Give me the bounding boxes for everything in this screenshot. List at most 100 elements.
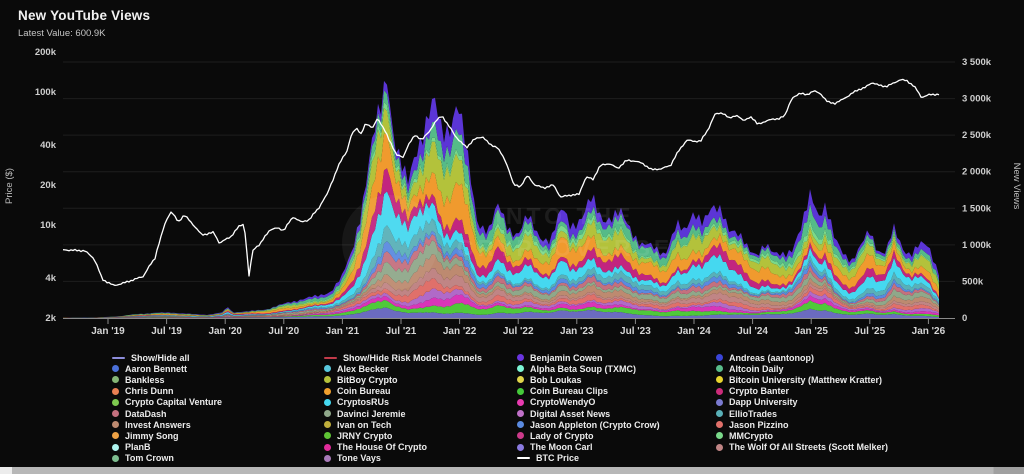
legend-item-invest-answers[interactable]: Invest Answers	[112, 419, 222, 430]
bottom-scrollbar[interactable]	[0, 467, 1024, 474]
legend-item-label: BTC Price	[536, 453, 580, 464]
legend-item-andreas-aantonop[interactable]: Andreas (aantonop)	[716, 352, 888, 363]
legend-item-dapp-university[interactable]: Dapp University	[716, 397, 888, 408]
legend-item-btc-price[interactable]: BTC Price	[517, 453, 660, 464]
legend-item-bankless[interactable]: Bankless	[112, 374, 222, 385]
legend-dot-marker-icon	[716, 354, 723, 362]
legend-dot-marker-icon	[324, 376, 331, 384]
legend-item-alpha-beta-soup-txmc[interactable]: Alpha Beta Soup (TXMC)	[517, 363, 660, 374]
legend-item-label: Lady of Crypto	[530, 430, 594, 441]
legend-column-4: Andreas (aantonop) Altcoin Daily Bitcoin U…	[716, 352, 888, 453]
legend-dot-marker-icon	[112, 387, 119, 395]
legend-item-label: Crypto Banter	[729, 386, 790, 397]
x-tick-label: Jul '20	[268, 326, 299, 337]
legend-item-bob-loukas[interactable]: Bob Loukas	[517, 374, 660, 385]
legend-item-label: Bob Loukas	[530, 374, 582, 385]
legend-item-label: Bitcoin University (Matthew Kratter)	[729, 374, 883, 385]
legend-item-cryptowendyo[interactable]: CryptoWendyO	[517, 397, 660, 408]
legend-item-label: Altcoin Daily	[729, 363, 784, 374]
legend-item-label: Bankless	[125, 374, 165, 385]
latest-value-label: Latest Value:	[18, 28, 73, 39]
legend-item-crypto-capital-venture[interactable]: Crypto Capital Venture	[112, 397, 222, 408]
y-tick-label-left: 4k	[45, 273, 56, 284]
legend-dot-marker-icon	[324, 432, 331, 440]
legend-item-cryptosrus[interactable]: CryptosRUs	[324, 397, 482, 408]
legend-item-coin-bureau[interactable]: Coin Bureau	[324, 386, 482, 397]
legend-item-aaron-bennett[interactable]: Aaron Bennett	[112, 363, 222, 374]
legend-item-digital-asset-news[interactable]: Digital Asset News	[517, 408, 660, 419]
x-tick-label: Jul '19	[151, 326, 182, 337]
legend-item-label: JRNY Crypto	[337, 430, 393, 441]
legend-item-lady-of-crypto[interactable]: Lady of Crypto	[517, 430, 660, 441]
x-tick-label: Jul '21	[386, 326, 417, 337]
legend-item-altcoin-daily[interactable]: Altcoin Daily	[716, 363, 888, 374]
x-tick-label: Jan '20	[208, 326, 242, 337]
legend-dot-marker-icon	[112, 454, 119, 462]
legend-dot-marker-icon	[517, 354, 524, 362]
y-tick-label-right: 3 500k	[962, 57, 992, 68]
legend-item-planb[interactable]: PlanB	[112, 442, 222, 453]
legend-item-label: Jimmy Song	[125, 430, 179, 441]
legend-item-label: Alex Becker	[337, 363, 389, 374]
legend-item-ivan-on-tech[interactable]: Ivan on Tech	[324, 419, 482, 430]
legend-dot-marker-icon	[716, 387, 723, 395]
legend-item-label: Coin Bureau	[337, 386, 391, 397]
legend-item-chris-dunn[interactable]: Chris Dunn	[112, 386, 222, 397]
legend-column-3: Benjamin Cowen Alpha Beta Soup (TXMC) Bob …	[517, 352, 660, 464]
legend-item-tom-crown[interactable]: Tom Crown	[112, 453, 222, 464]
legend-item-show-hide-risk-model-channels[interactable]: Show/Hide Risk Model Channels	[324, 352, 482, 363]
latest-value-number: 600.9K	[75, 28, 106, 39]
y-tick-label-left: 20k	[40, 180, 57, 191]
legend-item-bitboy-crypto[interactable]: BitBoy Crypto	[324, 374, 482, 385]
legend-item-label: CryptosRUs	[337, 397, 390, 408]
y-axis-right-title: New Views	[1011, 163, 1022, 210]
legend-item-tone-vays[interactable]: Tone Vays	[324, 453, 482, 464]
legend-item-alex-becker[interactable]: Alex Becker	[324, 363, 482, 374]
legend-item-the-house-of-crypto[interactable]: The House Of Crypto	[324, 442, 482, 453]
x-tick-label: Jan '21	[326, 326, 360, 337]
y-tick-label-left: 200k	[35, 47, 57, 58]
legend-item-bitcoin-university-matthew-kratter[interactable]: Bitcoin University (Matthew Kratter)	[716, 374, 888, 385]
legend-dot-marker-icon	[112, 410, 119, 418]
legend-item-elliotrades[interactable]: EllioTrades	[716, 408, 888, 419]
legend-item-crypto-banter[interactable]: Crypto Banter	[716, 386, 888, 397]
x-tick-label: Jul '24	[737, 326, 768, 337]
legend-dot-marker-icon	[112, 443, 119, 451]
y-tick-label-right: 0	[962, 313, 967, 324]
legend-item-show-hide-all[interactable]: Show/Hide all	[112, 352, 222, 363]
latest-value: Latest Value: 600.9K	[18, 28, 150, 39]
legend-item-label: Invest Answers	[125, 419, 191, 430]
legend-item-label: Tone Vays	[337, 453, 381, 464]
legend-dot-marker-icon	[517, 376, 524, 384]
legend-item-label: Chris Dunn	[125, 386, 174, 397]
legend-item-coin-bureau-clips[interactable]: Coin Bureau Clips	[517, 386, 660, 397]
chart-header: New YouTube Views Latest Value: 600.9K	[18, 8, 150, 39]
legend-item-label: MMCrypto	[729, 430, 773, 441]
y-tick-label-left: 40k	[40, 140, 57, 151]
legend-item-mmcrypto[interactable]: MMCrypto	[716, 430, 888, 441]
legend-item-label: Jason Pizzino	[729, 419, 789, 430]
area-band-band-slate	[63, 307, 939, 318]
legend-item-davinci-jeremie[interactable]: Davinci Jeremie	[324, 408, 482, 419]
legend-item-label: The Wolf Of All Streets (Scott Melker)	[729, 442, 889, 453]
legend-item-jimmy-song[interactable]: Jimmy Song	[112, 430, 222, 441]
legend-item-jason-appleton-crypto-crow[interactable]: Jason Appleton (Crypto Crow)	[517, 419, 660, 430]
legend-item-datadash[interactable]: DataDash	[112, 408, 222, 419]
x-tick-label: Jan '22	[443, 326, 477, 337]
legend-item-label: Andreas (aantonop)	[729, 352, 815, 363]
x-tick-label: Jan '26	[912, 326, 946, 337]
legend-item-jrny-crypto[interactable]: JRNY Crypto	[324, 430, 482, 441]
legend-item-jason-pizzino[interactable]: Jason Pizzino	[716, 419, 888, 430]
legend-dot-marker-icon	[517, 398, 524, 406]
y-tick-label-right: 2 500k	[962, 130, 992, 141]
legend-item-the-moon-carl[interactable]: The Moon Carl	[517, 442, 660, 453]
legend-line-marker-icon	[517, 457, 530, 460]
legend-dot-marker-icon	[324, 365, 331, 373]
legend-item-label: Digital Asset News	[530, 408, 611, 419]
legend-item-benjamin-cowen[interactable]: Benjamin Cowen	[517, 352, 660, 363]
x-tick-label: Jan '24	[677, 326, 711, 337]
legend-item-label: EllioTrades	[729, 408, 778, 419]
legend-dot-marker-icon	[112, 365, 119, 373]
legend-item-the-wolf-of-all-streets-scott-melker[interactable]: The Wolf Of All Streets (Scott Melker)	[716, 442, 888, 453]
y-axis-left-title: Price ($)	[4, 168, 15, 204]
